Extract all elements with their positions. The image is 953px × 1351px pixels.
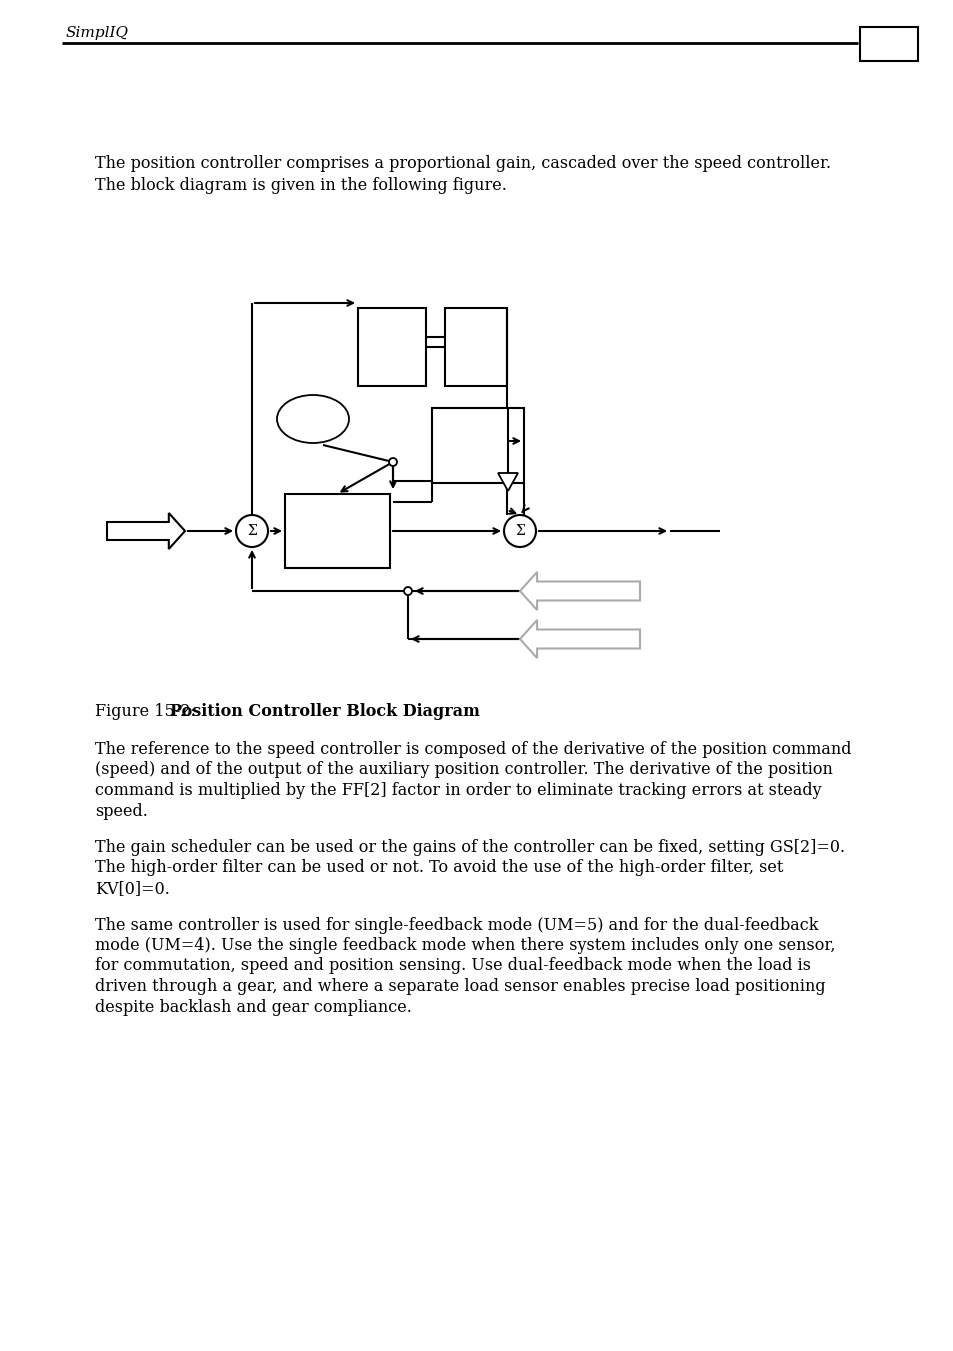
- Text: The same controller is used for single-feedback mode (UM=5) and for the dual-fee: The same controller is used for single-f…: [95, 916, 818, 934]
- Text: despite backlash and gear compliance.: despite backlash and gear compliance.: [95, 998, 412, 1016]
- Text: The position controller comprises a proportional gain, cascaded over the speed c: The position controller comprises a prop…: [95, 155, 830, 172]
- Polygon shape: [519, 620, 639, 658]
- Text: SimplIQ: SimplIQ: [66, 26, 129, 41]
- Text: Position Controller Block Diagram: Position Controller Block Diagram: [170, 703, 479, 720]
- Text: The block diagram is given in the following figure.: The block diagram is given in the follow…: [95, 177, 506, 195]
- Text: command is multiplied by the FF[2] factor in order to eliminate tracking errors : command is multiplied by the FF[2] facto…: [95, 782, 821, 798]
- Text: Figure 15-2:: Figure 15-2:: [95, 703, 201, 720]
- Text: The reference to the speed controller is composed of the derivative of the posit: The reference to the speed controller is…: [95, 740, 851, 758]
- Text: driven through a gear, and where a separate load sensor enables precise load pos: driven through a gear, and where a separ…: [95, 978, 824, 994]
- Circle shape: [503, 515, 536, 547]
- Text: Σ: Σ: [247, 524, 256, 538]
- Circle shape: [403, 586, 412, 594]
- Text: KV[0]=0.: KV[0]=0.: [95, 880, 170, 897]
- Polygon shape: [107, 513, 185, 549]
- Text: speed.: speed.: [95, 802, 148, 820]
- Text: mode (UM=4). Use the single feedback mode when there system includes only one se: mode (UM=4). Use the single feedback mod…: [95, 938, 835, 954]
- Text: The high-order filter can be used or not. To avoid the use of the high-order fil: The high-order filter can be used or not…: [95, 859, 782, 877]
- Circle shape: [235, 515, 268, 547]
- Text: (speed) and of the output of the auxiliary position controller. The derivative o: (speed) and of the output of the auxilia…: [95, 762, 832, 778]
- Bar: [357, 308, 426, 386]
- Polygon shape: [519, 571, 639, 611]
- Ellipse shape: [276, 394, 349, 443]
- Bar: [859, 27, 917, 61]
- Polygon shape: [497, 473, 517, 490]
- Text: The gain scheduler can be used or the gains of the controller can be fixed, sett: The gain scheduler can be used or the ga…: [95, 839, 844, 857]
- Circle shape: [389, 458, 396, 466]
- Text: for commutation, speed and position sensing. Use dual-feedback mode when the loa: for commutation, speed and position sens…: [95, 958, 810, 974]
- Text: Σ: Σ: [515, 524, 524, 538]
- Bar: [432, 408, 523, 484]
- Bar: [285, 494, 390, 567]
- Bar: [444, 308, 506, 386]
